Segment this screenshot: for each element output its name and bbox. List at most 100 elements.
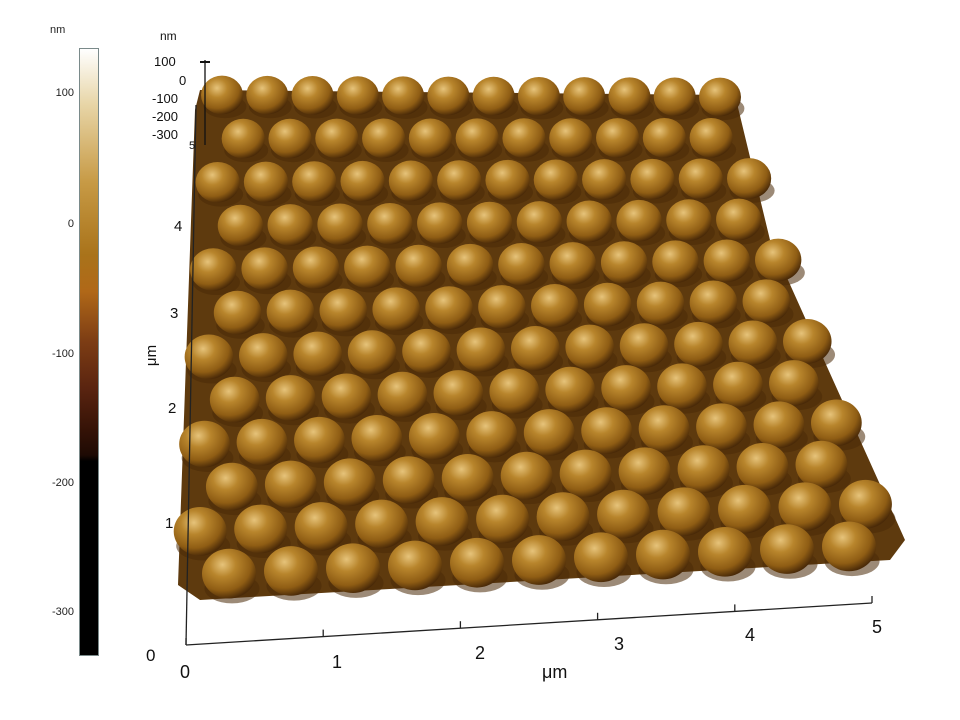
sphere: [317, 203, 363, 246]
sphere: [822, 521, 876, 572]
sphere: [642, 118, 686, 158]
sphere: [195, 161, 240, 203]
sphere: [450, 537, 504, 588]
sphere: [489, 368, 540, 415]
sphere: [500, 451, 553, 500]
sphere: [234, 504, 288, 554]
sphere: [597, 489, 650, 539]
sphere: [326, 543, 380, 594]
sphere: [388, 160, 433, 202]
sphere: [425, 286, 473, 330]
sphere: [549, 118, 593, 158]
sphere: [753, 401, 805, 449]
z-axis-tick: -200: [152, 109, 179, 124]
sphere: [652, 240, 699, 283]
sphere: [292, 246, 340, 290]
sphere: [367, 202, 413, 245]
sphere: [201, 75, 243, 115]
sphere: [713, 361, 763, 408]
sphere: [608, 77, 651, 116]
sphere: [498, 242, 545, 286]
sphere: [716, 198, 762, 241]
sphere: [402, 328, 451, 374]
z-axis-unit: nm: [160, 29, 177, 43]
sphere: [455, 118, 499, 159]
sphere: [388, 540, 442, 591]
sphere: [795, 440, 848, 489]
sphere: [517, 76, 560, 116]
colorbar-tick: 0: [67, 218, 74, 230]
x-axis-tick: 0: [180, 662, 191, 682]
y-axis-label: μm: [143, 344, 161, 367]
y-axis-tick: 5: [189, 140, 196, 152]
sphere: [618, 447, 671, 496]
sphere: [291, 76, 334, 115]
sphere: [502, 118, 546, 158]
z-axis-tick: -300: [152, 127, 179, 142]
sphere: [205, 462, 258, 511]
sphere: [689, 280, 738, 325]
sphere: [441, 453, 494, 502]
sphere: [699, 77, 741, 117]
sphere: [190, 248, 237, 291]
sphere: [630, 158, 675, 200]
sphere: [446, 243, 494, 287]
sphere: [362, 118, 406, 159]
sphere: [736, 443, 789, 491]
sphere: [583, 282, 632, 327]
height-colorbar: [79, 48, 99, 656]
sphere: [596, 118, 640, 158]
y-axis-tick: 1: [165, 515, 174, 532]
sphere: [678, 158, 723, 200]
sphere: [636, 529, 690, 580]
sphere: [264, 546, 318, 596]
sphere: [184, 334, 234, 380]
x-axis-tick: 1: [332, 652, 343, 672]
sphere: [292, 161, 337, 202]
sphere: [293, 331, 342, 377]
sphere: [319, 288, 368, 333]
sphere: [769, 360, 819, 406]
sphere: [727, 158, 772, 199]
sphere: [382, 456, 435, 504]
sphere: [703, 239, 751, 283]
sphere: [427, 76, 470, 116]
sphere: [531, 283, 579, 328]
y-axis-tick: 0: [146, 646, 156, 665]
sphere: [657, 487, 711, 536]
y-axis-tick: 2: [168, 400, 177, 417]
z-axis-tick: 0: [179, 73, 187, 88]
sphere: [636, 281, 685, 326]
sphere: [321, 373, 372, 420]
sphere: [179, 420, 230, 468]
colorbar-tick: -300: [51, 606, 74, 618]
sphere: [657, 363, 707, 410]
colorbar-tick: -100: [51, 348, 74, 360]
sphere: [601, 365, 651, 411]
sphere: [372, 287, 420, 332]
sphere: [377, 371, 428, 418]
sphere: [268, 118, 312, 159]
sphere: [581, 407, 632, 454]
sphere: [511, 326, 560, 371]
sphere: [476, 494, 530, 544]
sphere: [236, 418, 288, 466]
sphere: [674, 321, 723, 367]
sphere: [213, 290, 262, 335]
x-axis-line: [185, 602, 873, 646]
sphere: [742, 279, 791, 324]
sphere: [202, 548, 256, 599]
sphere: [512, 535, 566, 585]
sphere: [265, 375, 316, 421]
sphere: [545, 366, 596, 413]
sphere: [549, 242, 596, 285]
sphere: [433, 370, 484, 416]
sphere: [323, 458, 376, 507]
sphere: [347, 330, 397, 375]
sphere: [417, 202, 463, 244]
sphere: [718, 484, 771, 534]
sphere: [472, 76, 515, 116]
sphere: [209, 376, 260, 423]
sphere: [638, 405, 690, 452]
